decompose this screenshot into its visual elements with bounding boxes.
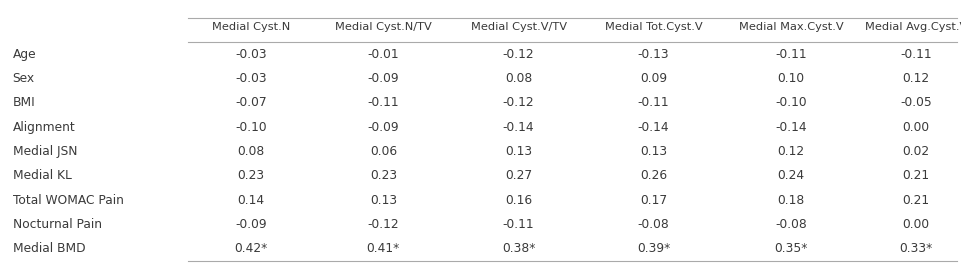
- Text: -0.12: -0.12: [503, 48, 533, 61]
- Text: 0.41*: 0.41*: [366, 242, 400, 255]
- Text: Medial JSN: Medial JSN: [12, 145, 77, 158]
- Text: 0.26: 0.26: [639, 169, 667, 182]
- Text: -0.11: -0.11: [775, 48, 806, 61]
- Text: 0.24: 0.24: [776, 169, 804, 182]
- Text: 0.02: 0.02: [901, 145, 928, 158]
- Text: Medial Max.Cyst.V: Medial Max.Cyst.V: [738, 22, 843, 33]
- Text: 0.17: 0.17: [639, 193, 667, 207]
- Text: 0.12: 0.12: [776, 145, 804, 158]
- Text: -0.12: -0.12: [503, 96, 533, 110]
- Text: -0.11: -0.11: [367, 96, 399, 110]
- Text: Alignment: Alignment: [12, 121, 75, 134]
- Text: 0.10: 0.10: [776, 72, 804, 85]
- Text: -0.09: -0.09: [367, 121, 399, 134]
- Text: -0.14: -0.14: [503, 121, 533, 134]
- Text: -0.09: -0.09: [235, 218, 266, 231]
- Text: Medial Cyst.N/TV: Medial Cyst.N/TV: [334, 22, 431, 33]
- Text: 0.16: 0.16: [505, 193, 531, 207]
- Text: -0.08: -0.08: [637, 218, 669, 231]
- Text: Medial BMD: Medial BMD: [12, 242, 85, 255]
- Text: 0.06: 0.06: [369, 145, 397, 158]
- Text: Medial KL: Medial KL: [12, 169, 71, 182]
- Text: -0.11: -0.11: [637, 96, 669, 110]
- Text: -0.14: -0.14: [775, 121, 806, 134]
- Text: -0.12: -0.12: [367, 218, 399, 231]
- Text: 0.00: 0.00: [901, 218, 928, 231]
- Text: 0.14: 0.14: [237, 193, 264, 207]
- Text: -0.08: -0.08: [775, 218, 806, 231]
- Text: 0.13: 0.13: [369, 193, 397, 207]
- Text: 0.18: 0.18: [776, 193, 804, 207]
- Text: -0.03: -0.03: [235, 72, 266, 85]
- Text: Medial Avg.Cyst.V: Medial Avg.Cyst.V: [864, 22, 961, 33]
- Text: -0.10: -0.10: [235, 121, 266, 134]
- Text: 0.23: 0.23: [369, 169, 397, 182]
- Text: BMI: BMI: [12, 96, 36, 110]
- Text: Age: Age: [12, 48, 37, 61]
- Text: -0.07: -0.07: [235, 96, 266, 110]
- Text: Medial Cyst.V/TV: Medial Cyst.V/TV: [470, 22, 566, 33]
- Text: Medial Tot.Cyst.V: Medial Tot.Cyst.V: [604, 22, 702, 33]
- Text: 0.09: 0.09: [639, 72, 667, 85]
- Text: -0.11: -0.11: [899, 48, 930, 61]
- Text: -0.01: -0.01: [367, 48, 399, 61]
- Text: 0.08: 0.08: [237, 145, 264, 158]
- Text: 0.39*: 0.39*: [636, 242, 670, 255]
- Text: -0.13: -0.13: [637, 48, 669, 61]
- Text: 0.21: 0.21: [901, 193, 928, 207]
- Text: 0.33*: 0.33*: [899, 242, 931, 255]
- Text: -0.05: -0.05: [899, 96, 931, 110]
- Text: -0.11: -0.11: [503, 218, 533, 231]
- Text: -0.09: -0.09: [367, 72, 399, 85]
- Text: -0.03: -0.03: [235, 48, 266, 61]
- Text: 0.42*: 0.42*: [234, 242, 267, 255]
- Text: 0.38*: 0.38*: [502, 242, 534, 255]
- Text: 0.27: 0.27: [505, 169, 531, 182]
- Text: Sex: Sex: [12, 72, 35, 85]
- Text: -0.10: -0.10: [775, 96, 806, 110]
- Text: Nocturnal Pain: Nocturnal Pain: [12, 218, 102, 231]
- Text: 0.13: 0.13: [639, 145, 667, 158]
- Text: 0.21: 0.21: [901, 169, 928, 182]
- Text: 0.12: 0.12: [901, 72, 928, 85]
- Text: Medial Cyst.N: Medial Cyst.N: [211, 22, 290, 33]
- Text: 0.08: 0.08: [505, 72, 531, 85]
- Text: 0.00: 0.00: [901, 121, 928, 134]
- Text: 0.23: 0.23: [237, 169, 264, 182]
- Text: Total WOMAC Pain: Total WOMAC Pain: [12, 193, 123, 207]
- Text: -0.14: -0.14: [637, 121, 669, 134]
- Text: 0.13: 0.13: [505, 145, 531, 158]
- Text: 0.35*: 0.35*: [774, 242, 807, 255]
